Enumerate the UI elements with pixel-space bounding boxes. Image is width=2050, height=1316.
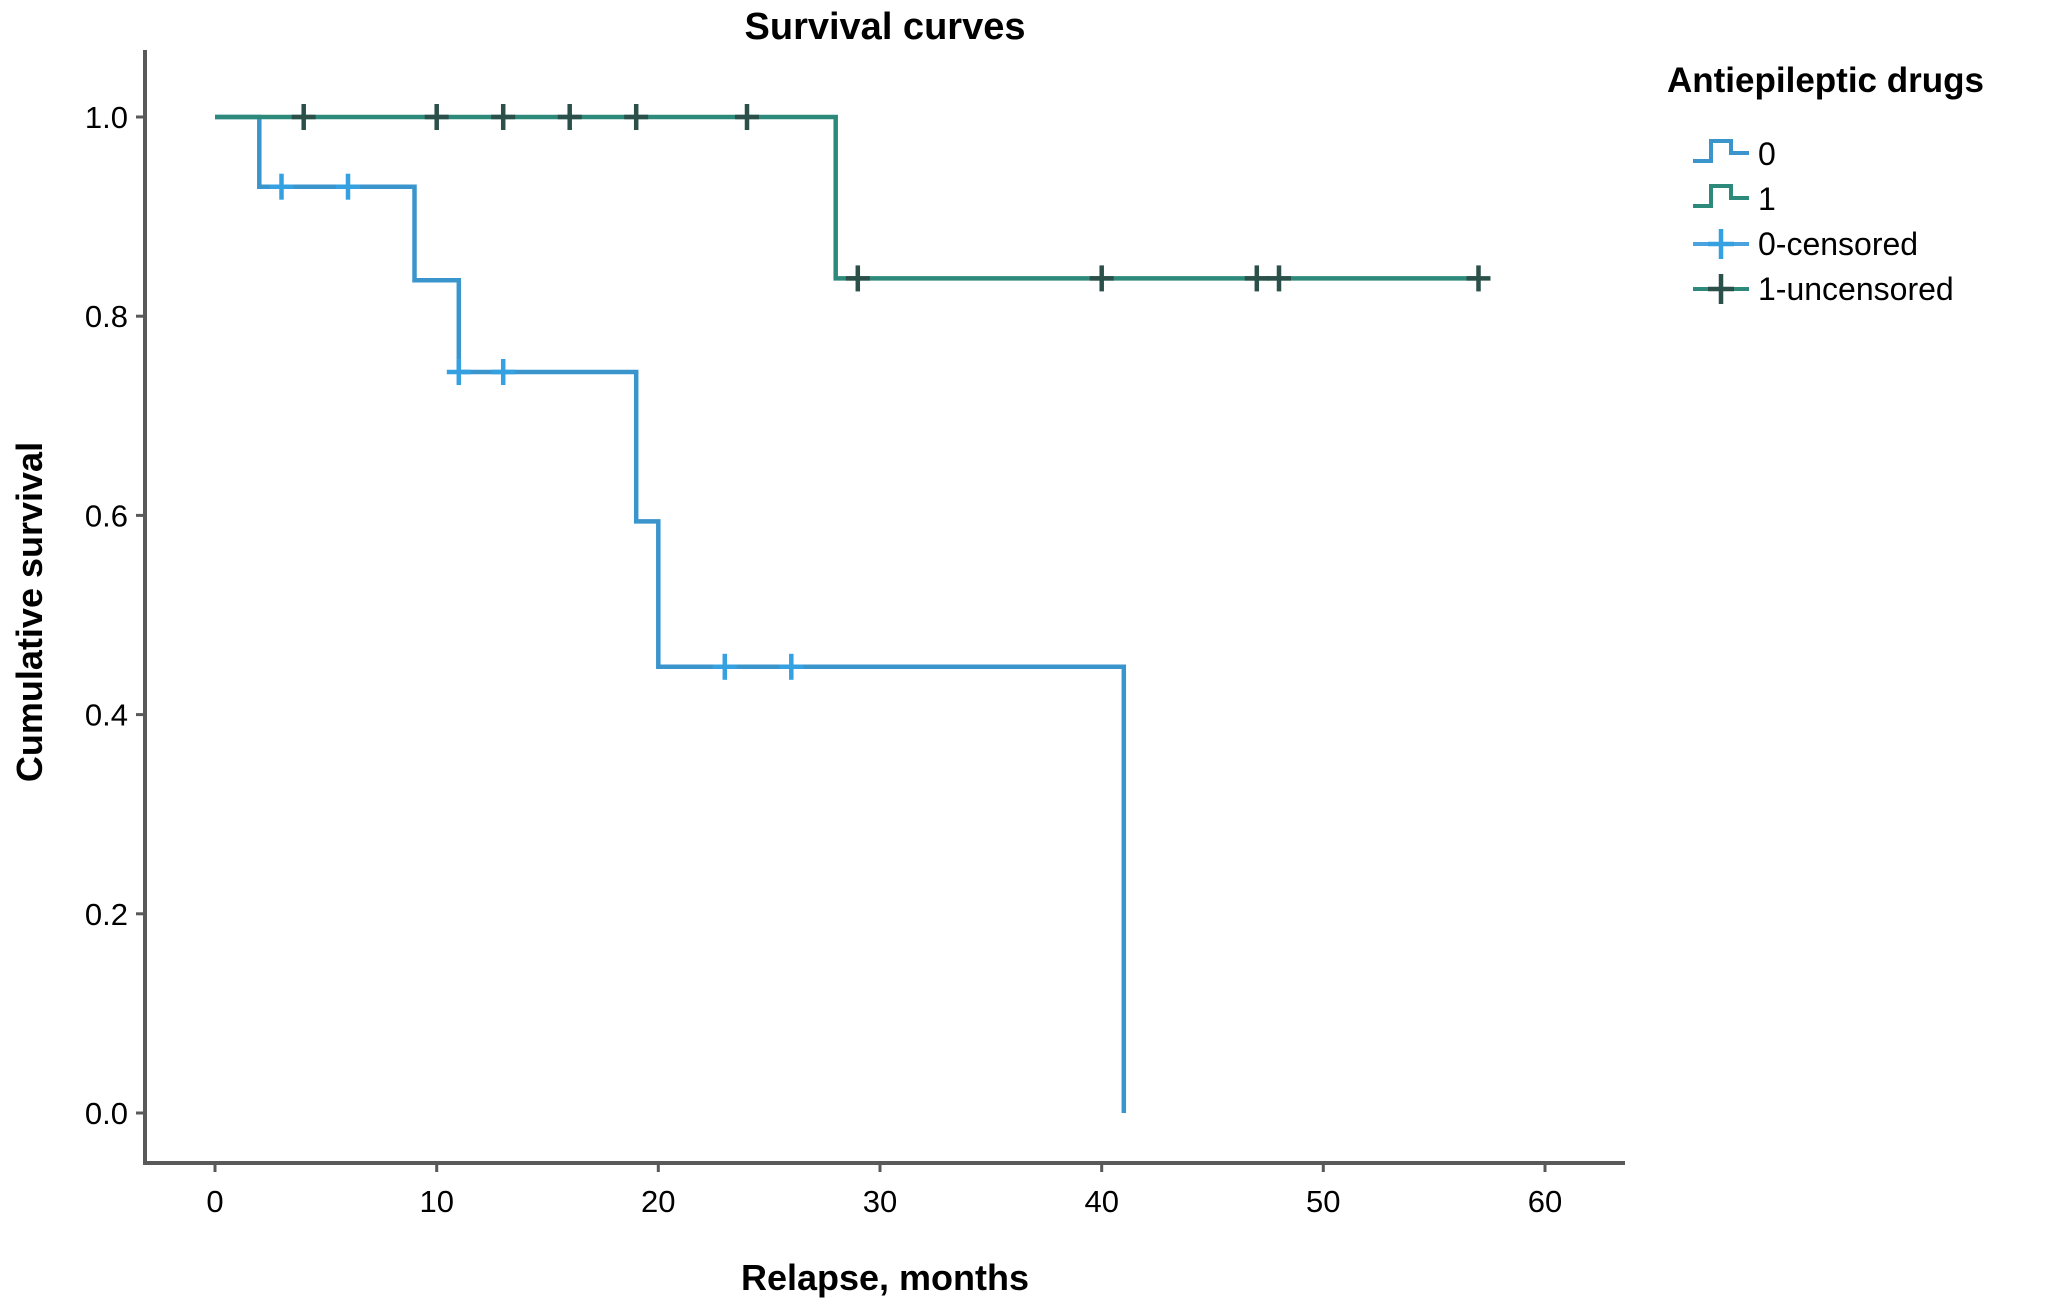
legend-entry: 1 (1691, 179, 2050, 219)
censor-plus-icon (1693, 274, 1749, 304)
y-tick-label: 0.0 (85, 1096, 128, 1131)
legend-entry-label: 0-censored (1758, 226, 1919, 262)
survival-curve-0 (215, 114, 1127, 1113)
step-line-icon (1693, 139, 1749, 163)
legend-entry-label: 1 (1758, 181, 1776, 217)
legend-entry-label: 1-uncensored (1758, 271, 1954, 307)
x-tick-label: 10 (419, 1184, 453, 1219)
step-line-icon (1693, 184, 1749, 208)
x-axis-title: Relapse, months (740, 1257, 1030, 1298)
x-tick-label: 60 (1528, 1184, 1562, 1219)
legend-entry-label: 0 (1758, 136, 1776, 172)
axis-lines (143, 50, 1625, 1165)
legend-entries: 0 1 0-censored 1-uncensored (1667, 134, 2050, 309)
x-tick-label: 50 (1306, 1184, 1340, 1219)
y-tick-label: 1.0 (85, 100, 128, 135)
legend-entry: 1-uncensored (1691, 269, 2050, 309)
legend-entry: 0-censored (1691, 224, 2050, 264)
y-axis-title: Cumulative survival (9, 441, 50, 783)
censor-plus-icon (1693, 229, 1749, 259)
y-tick-label: 0.8 (85, 299, 128, 334)
x-tick-label: 0 (206, 1184, 223, 1219)
x-tick-label: 40 (1084, 1184, 1118, 1219)
chart-title: Survival curves (744, 6, 1026, 48)
legend-title: Antiepileptic drugs (1667, 61, 1984, 100)
legend: Antiepileptic drugs 0 1 0-censored 1-uncens… (1667, 58, 2050, 314)
legend-entry: 0 (1691, 134, 2050, 174)
x-tick-label: 30 (863, 1184, 897, 1219)
y-tick-label: 0.2 (85, 897, 128, 932)
y-tick-label: 0.4 (85, 698, 128, 733)
x-tick-label: 20 (641, 1184, 675, 1219)
y-tick-label: 0.6 (85, 498, 128, 533)
survival-curve-1 (215, 114, 1479, 281)
